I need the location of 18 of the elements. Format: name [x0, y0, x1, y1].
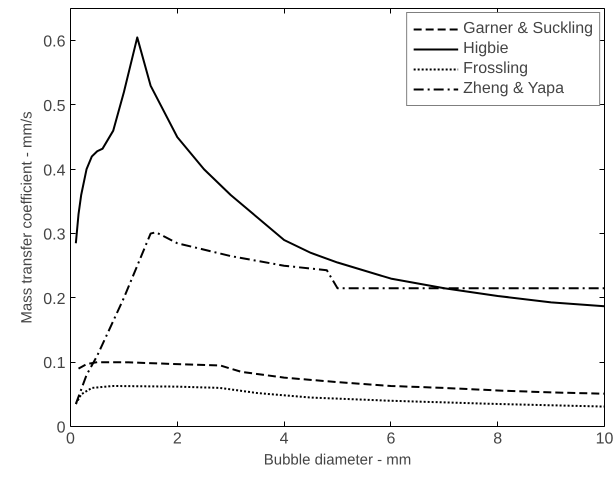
y-tick-label: 0 [56, 420, 66, 436]
x-axis-title: Bubble diameter - mm [264, 452, 412, 468]
x-tick-label: 4 [280, 430, 289, 448]
x-tick-label: 10 [596, 430, 614, 448]
x-tick-label: 6 [386, 430, 396, 448]
x-tick-label: 2 [172, 430, 182, 448]
legend-label: Zheng & Yapa [463, 80, 564, 98]
legend-label: Higbie [463, 40, 509, 58]
legend-label: Garner & Suckling [463, 20, 593, 38]
y-tick-label: 0.1 [43, 355, 66, 372]
y-tick-label: 0.5 [43, 98, 66, 115]
y-tick-label: 0.3 [43, 226, 66, 244]
y-axis-title: Mass transfer coefficient - mm/s [18, 111, 36, 324]
y-tick-label: 0.4 [43, 162, 66, 180]
legend-label: Frossling [463, 60, 528, 78]
y-tick-label: 0.2 [43, 290, 66, 308]
y-tick-label: 0.6 [43, 34, 66, 51]
x-tick-label: 8 [493, 430, 502, 448]
